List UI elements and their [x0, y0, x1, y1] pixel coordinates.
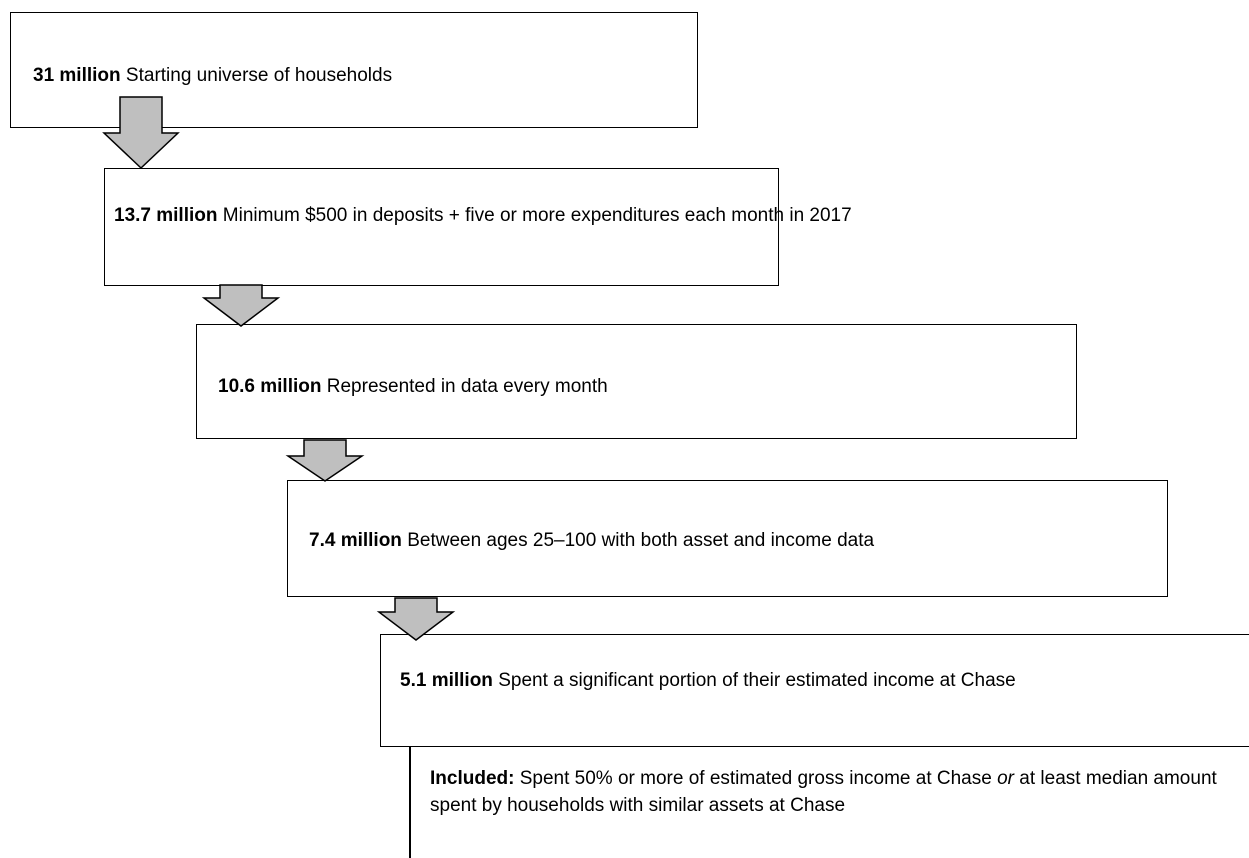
- step-text: 7.4 million Between ages 25–100 with bot…: [309, 527, 1149, 554]
- down-arrow: [201, 284, 281, 327]
- step-box: [196, 324, 1077, 439]
- note-desc: at least median amount spent by househol…: [430, 768, 1217, 816]
- step-desc: Spent a significant portion of their est…: [498, 670, 1016, 691]
- note-text: Included: Spent 50% or more of estimated…: [430, 765, 1230, 819]
- step-desc: Between ages 25–100 with both asset and …: [407, 530, 875, 551]
- step-count: 7.4 million: [309, 530, 402, 551]
- note-border: [409, 746, 411, 858]
- step-count: 5.1 million: [400, 670, 493, 691]
- step-box: [287, 480, 1168, 597]
- down-arrow: [285, 439, 365, 482]
- step-desc: Minimum $500 in deposits + five or more …: [222, 205, 852, 226]
- step-text: 31 million Starting universe of househol…: [33, 62, 673, 89]
- note-emphasis: or: [997, 768, 1014, 789]
- step-box: [380, 634, 1249, 747]
- note-desc: Spent 50% or more of estimated gross inc…: [519, 768, 992, 789]
- step-text: 10.6 million Represented in data every m…: [218, 373, 1058, 400]
- note-label: Included:: [430, 768, 515, 789]
- step-text: 5.1 million Spent a significant portion …: [400, 667, 1180, 694]
- step-box: [104, 168, 779, 286]
- step-count: 31 million: [33, 65, 121, 86]
- step-count: 10.6 million: [218, 376, 322, 397]
- step-desc: Represented in data every month: [326, 376, 608, 397]
- step-count: 13.7 million: [114, 205, 218, 226]
- down-arrow: [376, 597, 456, 641]
- step-text: 13.7 million Minimum $500 in deposits + …: [114, 202, 974, 229]
- step-desc: Starting universe of households: [125, 65, 393, 86]
- down-arrow: [102, 96, 180, 170]
